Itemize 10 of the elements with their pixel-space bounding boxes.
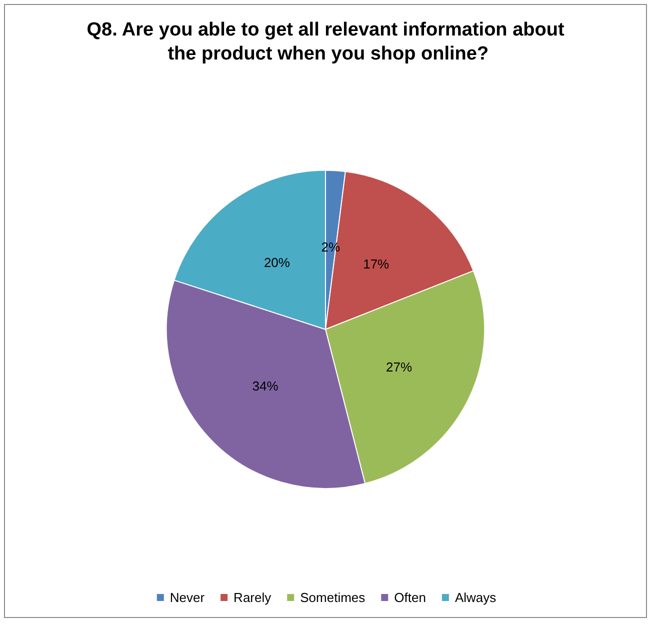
chart-title: Q8. Are you able to get all relevant information about the product when you shop online? [86, 20, 565, 64]
data-label: 34% [252, 378, 279, 394]
legend-label: Never [170, 590, 206, 605]
data-label: 20% [264, 255, 290, 270]
data-label: 17% [363, 256, 390, 272]
legend-label: Often [394, 590, 426, 605]
legend-label: Sometimes [300, 590, 366, 605]
data-label: 27% [386, 359, 413, 374]
legend-label: Always [454, 590, 497, 605]
legend-label: Rarely [234, 590, 272, 605]
